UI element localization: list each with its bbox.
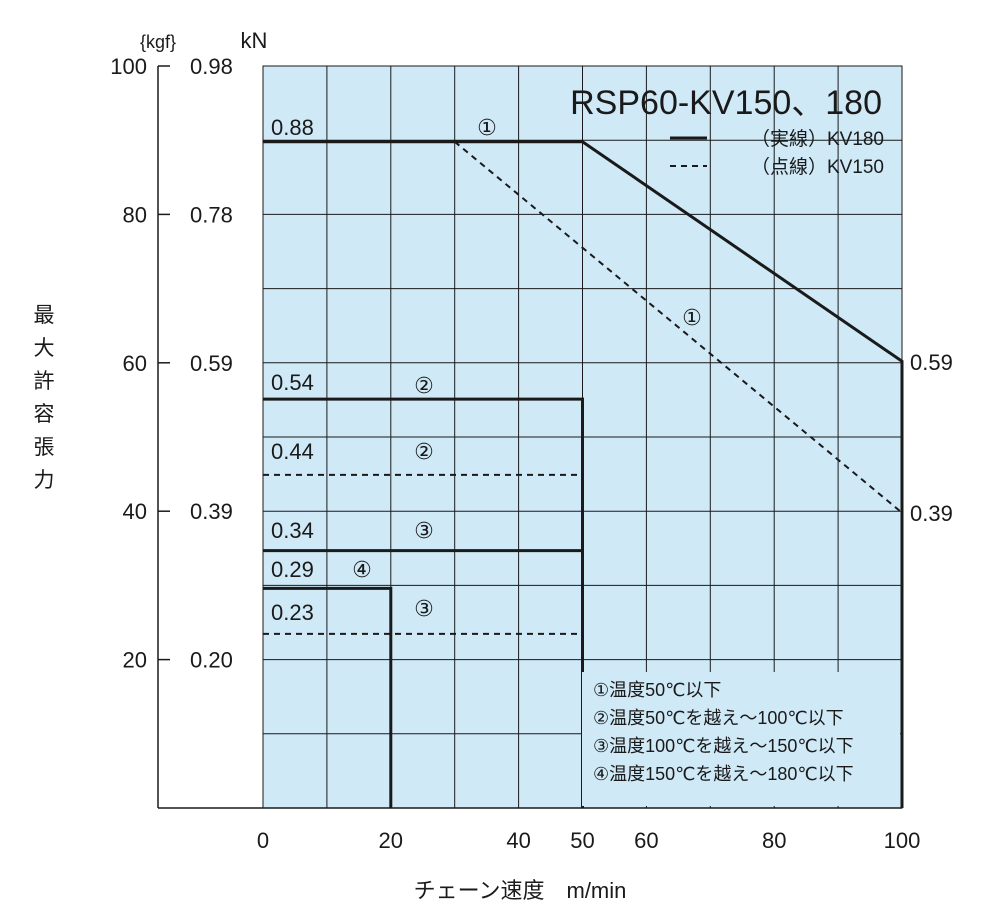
x-tick-label: 40 (506, 828, 530, 853)
value-label: 0.44 (271, 439, 314, 464)
y-tick-label-kn: 0.59 (190, 351, 233, 376)
condition-marker: ① (682, 305, 702, 330)
condition-marker: ③ (414, 518, 434, 543)
value-label: 0.29 (271, 557, 314, 582)
note-line: ③温度100℃を越え～150℃以下 (593, 736, 854, 756)
note-line: ④温度150℃を越え～180℃以下 (593, 764, 854, 784)
value-label: 0.54 (271, 370, 314, 395)
legend-entry: （実線）KV180 (751, 128, 884, 150)
legend-entry: （点線）KV150 (751, 156, 884, 178)
axes (157, 65, 902, 809)
x-tick-label: 20 (379, 828, 403, 853)
value-label: 0.34 (271, 518, 314, 543)
y-tick-label-kgf: 100 (110, 54, 147, 79)
condition-marker: ④ (352, 557, 372, 582)
note-line: ②温度50℃を越え～100℃以下 (593, 708, 844, 728)
y-tick-label-kgf: 60 (123, 351, 147, 376)
value-label: 0.23 (271, 600, 314, 625)
chart-labels: 100 80 60 40 20 0.98 0.78 0.59 0.39 0.20 {kgf} kN 0 2… (34, 28, 953, 903)
x-tick-label: 60 (634, 828, 658, 853)
series-KV180-④ (263, 586, 393, 808)
note-line: ①温度50℃以下 (593, 680, 721, 700)
y-axis-label: 最大許容張力 (34, 304, 55, 492)
condition-marker: ① (477, 115, 497, 140)
y-unit-kgf: {kgf} (140, 32, 176, 52)
series-lines (263, 140, 904, 808)
y-tick-label-kn: 0.20 (190, 648, 233, 673)
chart-title: RSP60-KV150、180 (570, 84, 882, 122)
condition-marker: ② (414, 373, 434, 398)
y-tick-label-kn: 0.39 (190, 499, 233, 524)
x-tick-label: 50 (570, 828, 594, 853)
right-value-label: 0.59 (910, 350, 953, 375)
x-axis-label: チェーン速度 m/min (414, 878, 627, 903)
y-tick-label-kgf: 20 (123, 648, 147, 673)
series-KV180-① (263, 140, 904, 808)
condition-marker: ③ (414, 596, 434, 621)
value-label: 0.88 (271, 115, 314, 140)
y-tick-label-kn: 0.98 (190, 54, 233, 79)
y-tick-label-kgf: 40 (123, 499, 147, 524)
x-tick-label: 100 (884, 828, 921, 853)
y-unit-kn: kN (241, 28, 268, 53)
series-KV150-① (454, 140, 903, 514)
condition-marker: ② (414, 439, 434, 464)
notes-box (582, 672, 900, 806)
y-tick-label-kn: 0.78 (190, 202, 233, 227)
x-tick-label: 80 (762, 828, 786, 853)
y-tick-label-kgf: 80 (123, 202, 147, 227)
series-KV180-② (263, 397, 584, 808)
x-tick-label: 0 (257, 828, 269, 853)
right-value-label: 0.39 (910, 501, 953, 526)
